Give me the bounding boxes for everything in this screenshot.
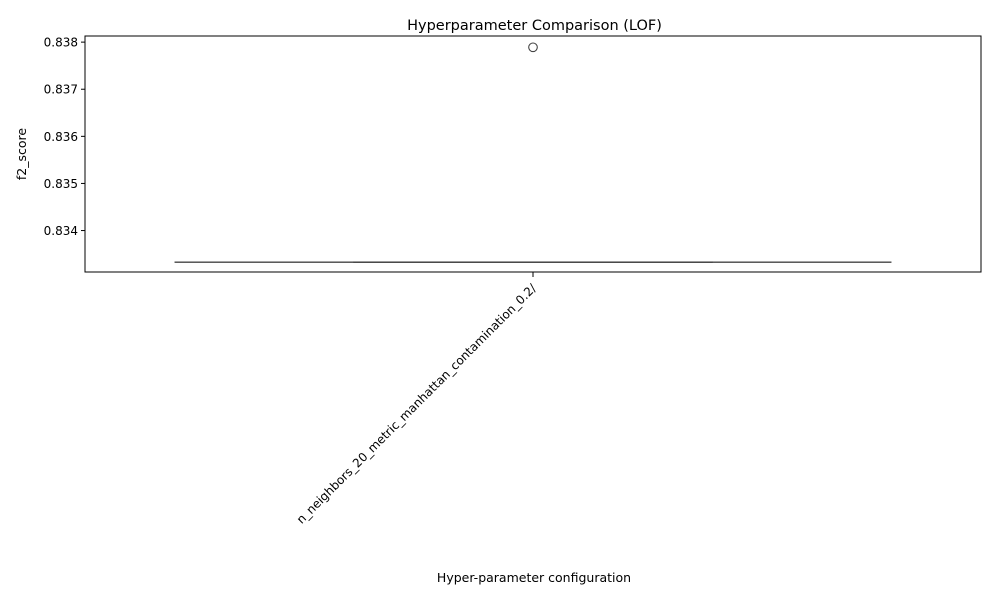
y-tick-label: 0.836 [44, 130, 78, 144]
x-axis-label: Hyper-parameter configuration [437, 570, 631, 585]
chart-title: Hyperparameter Comparison (LOF) [407, 18, 662, 34]
y-tick-label: 0.834 [44, 224, 78, 238]
y-tick-label: 0.838 [44, 36, 78, 50]
outlier-point [528, 42, 538, 53]
y-axis: 0.834 0.835 0.836 0.837 0.838 [44, 36, 85, 238]
y-axis-label: f2_score [14, 128, 29, 181]
boxplot-series [174, 42, 892, 263]
y-tick-label: 0.835 [44, 177, 78, 191]
y-tick-label: 0.837 [44, 83, 78, 97]
